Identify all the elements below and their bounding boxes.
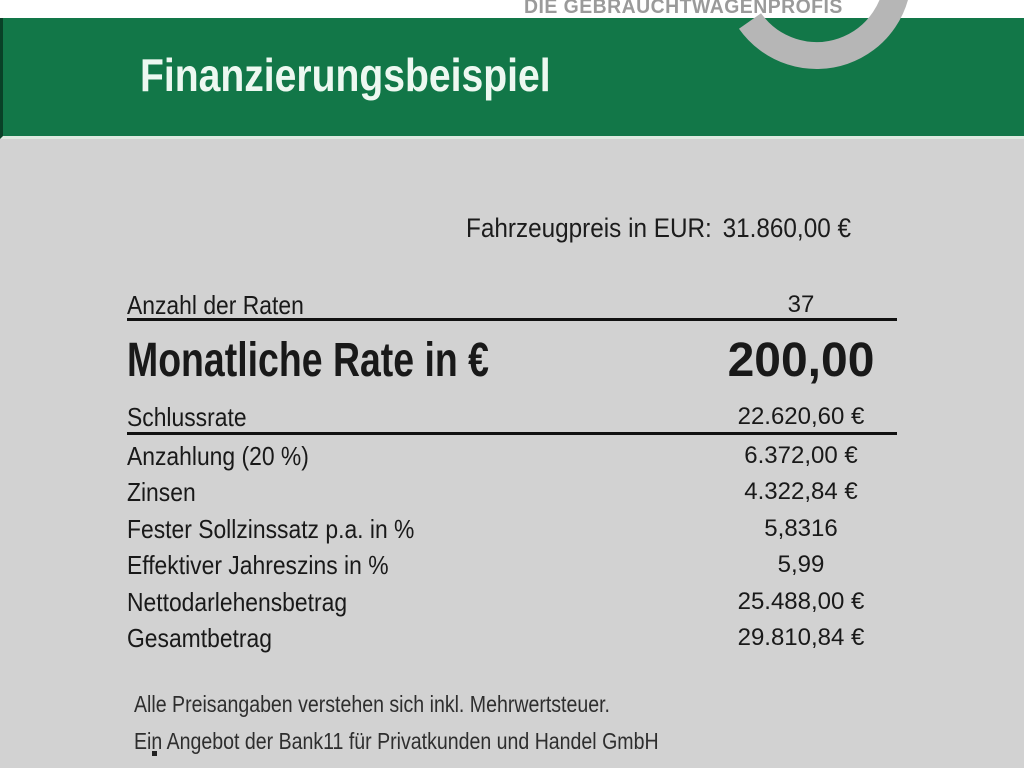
row-value: 5,99 — [777, 551, 825, 578]
table-row-anzahlung: Anzahlung (20 %) 6.372,00 € — [127, 441, 897, 471]
row-value: 37 — [787, 291, 815, 318]
page-title: Finanzierungsbeispiel — [140, 49, 551, 101]
row-label: Zinsen — [127, 477, 196, 507]
vehicle-price-line: Fahrzeugpreis in EUR: 31.860,00 € — [466, 212, 851, 244]
table-row-sollzinssatz: Fester Sollzinssatz p.a. in % 5,8316 — [127, 514, 897, 544]
vehicle-price-label: Fahrzeugpreis in EUR: — [466, 213, 712, 243]
divider-line — [127, 318, 897, 321]
row-label: Fester Sollzinssatz p.a. in % — [127, 514, 415, 544]
table-row-monatliche-rate: Monatliche Rate in € 200,00 — [127, 334, 897, 390]
row-label: Gesamtbetrag — [127, 623, 272, 653]
row-value: 25.488,00 € — [737, 588, 865, 615]
top-strip — [0, 0, 1024, 18]
table-row-effektiver-jahreszins: Effektiver Jahreszins in % 5,99 — [127, 550, 897, 580]
row-label: Nettodarlehensbetrag — [127, 587, 348, 617]
cutoff-text-remnant — [152, 751, 157, 756]
table-row-zinsen: Zinsen 4.322,84 € — [127, 477, 897, 507]
row-label: Effektiver Jahreszins in % — [127, 550, 389, 580]
row-label: Anzahlung (20 %) — [127, 441, 309, 471]
table-row-anzahl-der-raten: Anzahl der Raten 37 — [127, 290, 897, 320]
vehicle-price-value: 31.860,00 € — [722, 213, 851, 243]
row-label: Schlussrate — [127, 402, 247, 432]
table-row-gesamtbetrag: Gesamtbetrag 29.810,84 € — [127, 623, 897, 653]
footnote-tax: Alle Preisangaben verstehen sich inkl. M… — [134, 691, 610, 717]
row-value: 4.322,84 € — [744, 478, 858, 505]
finance-table: Anzahl der Raten 37 Monatliche Rate in €… — [127, 286, 897, 666]
row-value: 22.620,60 € — [737, 403, 865, 430]
row-label: Anzahl der Raten — [127, 290, 304, 320]
row-value: 5,8316 — [764, 515, 838, 542]
footnote-bank: Ein Angebot der Bank11 für Privatkunden … — [134, 728, 659, 754]
row-value: 200,00 — [727, 334, 875, 387]
table-row-nettodarlehensbetrag: Nettodarlehensbetrag 25.488,00 € — [127, 587, 897, 617]
row-value: 29.810,84 € — [737, 624, 865, 651]
brand-tagline: DIE GEBRAUCHTWAGENPROFIS — [524, 0, 843, 18]
row-value: 6.372,00 € — [744, 442, 858, 469]
divider-line — [127, 432, 897, 435]
table-row-schlussrate: Schlussrate 22.620,60 € — [127, 401, 897, 433]
row-label: Monatliche Rate in € — [127, 334, 489, 387]
title-banner: Finanzierungsbeispiel — [0, 18, 1024, 139]
